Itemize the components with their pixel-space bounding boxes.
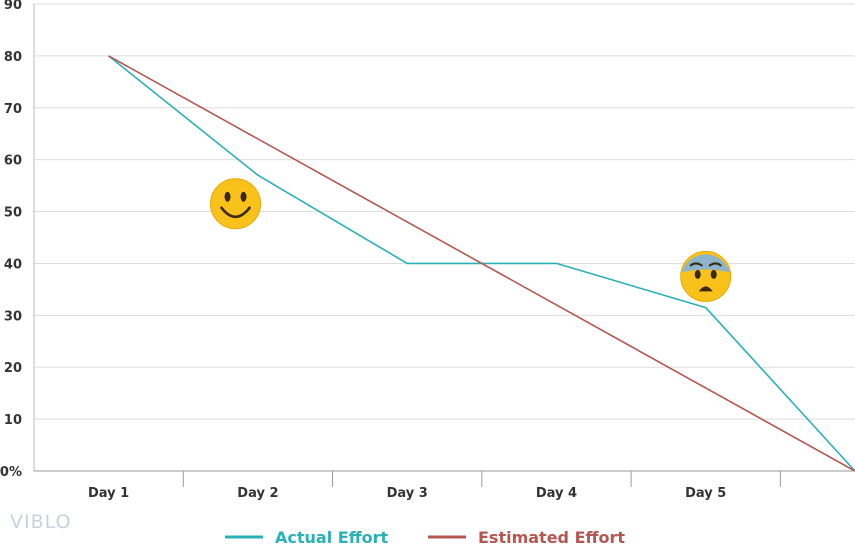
smiley-face-icon bbox=[210, 178, 262, 230]
legend-label: Actual Effort bbox=[275, 528, 389, 544]
y-tick-label: 70 bbox=[4, 102, 22, 117]
legend-item: Estimated Effort bbox=[428, 528, 625, 544]
grid-lines bbox=[34, 3, 855, 420]
x-tick-label: Day 1 bbox=[88, 486, 129, 501]
y-tick-label: 20 bbox=[4, 361, 22, 376]
y-tick-label: 10 bbox=[4, 413, 22, 428]
y-tick-label: 80 bbox=[4, 50, 22, 65]
legend-item: Actual Effort bbox=[225, 528, 389, 544]
x-tick-label: Day 5 bbox=[685, 486, 726, 501]
y-axis-ticks: 0% 10 20 30 40 50 60 70 80 90 bbox=[0, 0, 22, 480]
legend: Actual Effort Estimated Effort bbox=[225, 528, 625, 544]
anxious-face-icon bbox=[680, 250, 732, 302]
series-line-estimated-effort bbox=[108, 55, 855, 472]
x-tick-label: Day 2 bbox=[237, 486, 278, 501]
x-tick-label: Day 3 bbox=[387, 486, 428, 501]
x-axis: Day 1 Day 2 Day 3 Day 4 Day 5 bbox=[33, 4, 855, 501]
y-tick-label: 0% bbox=[0, 465, 22, 480]
annotations bbox=[210, 178, 732, 302]
y-tick-label: 90 bbox=[4, 0, 22, 13]
y-tick-label: 50 bbox=[4, 206, 22, 221]
y-tick-label: 30 bbox=[4, 309, 22, 324]
x-tick-label: Day 4 bbox=[536, 486, 577, 501]
series-lines bbox=[108, 55, 855, 472]
watermark-logo: VIBLO bbox=[10, 511, 72, 533]
y-tick-label: 60 bbox=[4, 154, 22, 169]
legend-label: Estimated Effort bbox=[478, 528, 625, 544]
y-tick-label: 40 bbox=[4, 257, 22, 272]
